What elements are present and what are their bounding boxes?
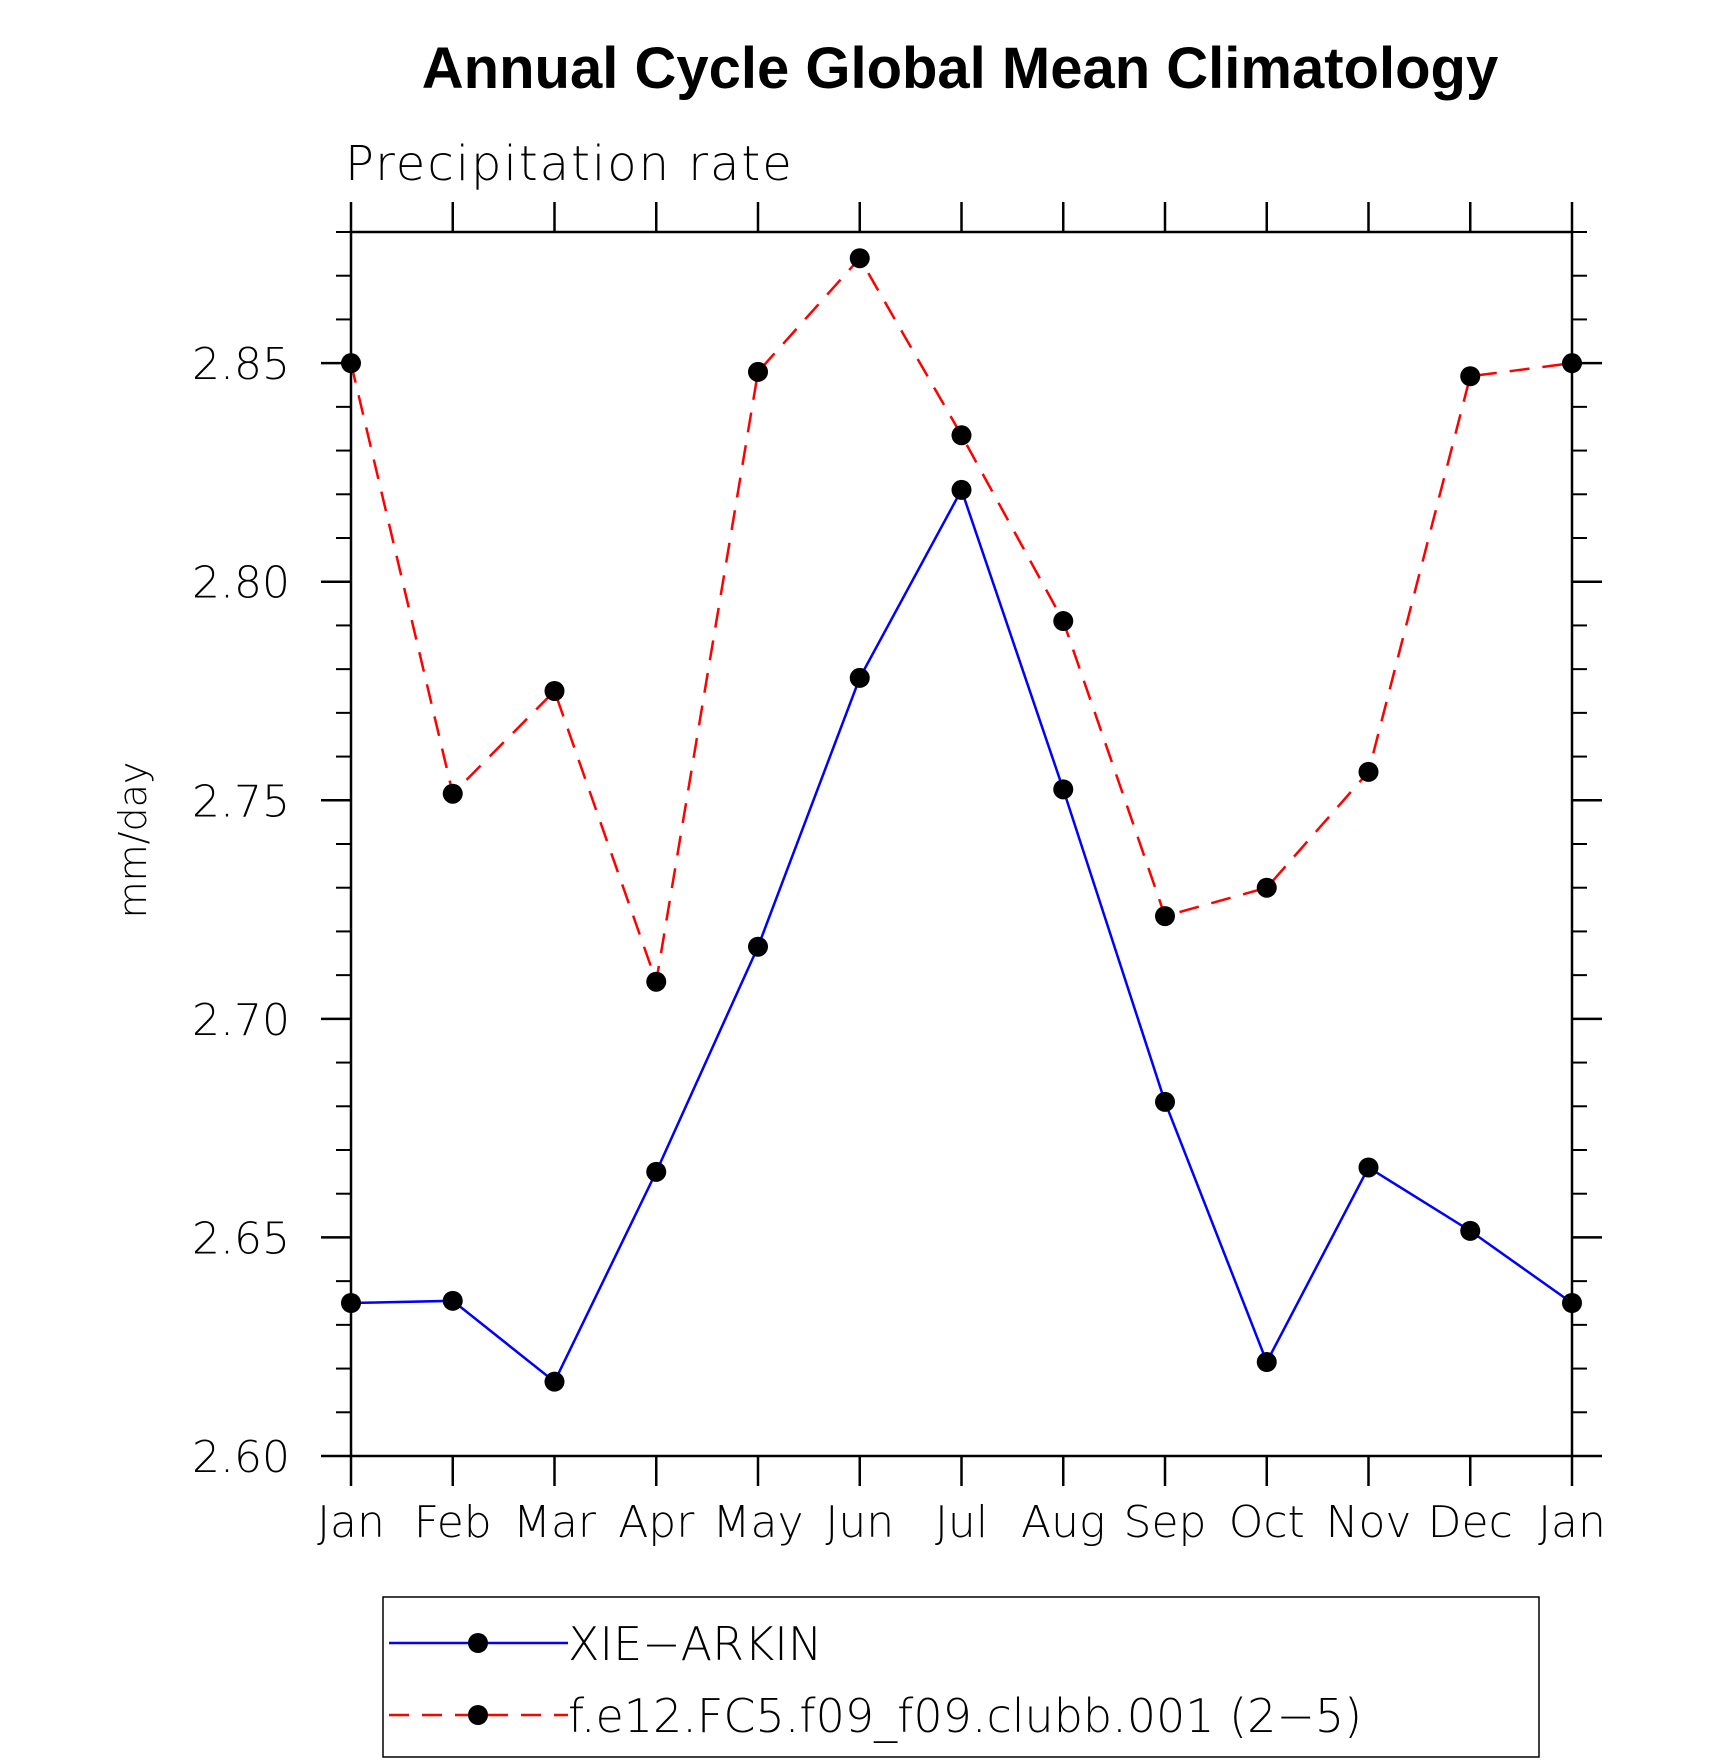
series-0-point [646,1161,667,1182]
chart-subtitle: Precipitation rate [345,136,794,192]
x-tick-label: Jul [935,1497,988,1548]
y-axis-label: mm/day [111,762,155,919]
legend-label-clubb: f.e12.FC5.f09_f09.clubb.001 (2−5) [568,1689,1362,1743]
series-1-point [748,361,768,382]
series-0-point [849,667,870,688]
x-tick-label: Dec [1428,1497,1513,1548]
series-0-point [1053,779,1074,800]
legend-label-xie-arkin: XIE−ARKIN [568,1617,822,1671]
y-tick-label: 2.80 [192,558,290,609]
series-markers [341,248,1582,1392]
x-tick-label: Apr [618,1497,695,1548]
x-tick-label: Sep [1124,1497,1207,1548]
series-0-point [1460,1220,1481,1241]
x-tick-label: Oct [1229,1497,1305,1548]
legend: XIE−ARKIN f.e12.FC5.f09_f09.clubb.001 (2… [382,1596,1540,1758]
series-0-point [748,936,768,957]
chart-title: Annual Cycle Global Mean Climatology [422,36,1498,101]
series-1-point [849,248,870,269]
series-1-point [1562,353,1582,374]
x-axis-ticks: Jan Feb Mar Apr May Jun Jul Aug Sep Oct Nov Dec Jan [317,202,1606,1548]
plot-frame [349,230,1574,1458]
x-tick-label: Jun [825,1497,894,1548]
legend-marker-clubb [468,1705,488,1725]
x-tick-label: Aug [1021,1497,1105,1548]
series-1-point [341,353,361,374]
series-0-point [1562,1293,1582,1313]
series-line-0 [350,486,1573,1384]
series-1-point [544,681,565,701]
plot-area: Jan Feb Mar Apr May Jun Jul Aug Sep Oct Nov Dec Jan … [192,202,1606,1548]
series-0-point [544,1371,565,1392]
series-1-point [1358,761,1379,782]
y-tick-label: 2.60 [192,1432,290,1483]
x-tick-label: Mar [513,1497,597,1548]
series-1-point [1155,906,1175,927]
series-0-point [1358,1157,1379,1178]
y-tick-label: 2.85 [192,339,290,390]
y-axis-ticks: 2.60 2.65 2.70 2.75 2.80 2.85 [192,231,1602,1483]
series-line-1 [349,256,1573,983]
series-1-point [646,971,667,992]
legend-frame [382,1596,1540,1758]
series-1-point [1053,611,1074,632]
x-tick-label: Jan [1538,1497,1606,1548]
series-0-point [341,1293,361,1313]
x-tick-label: May [713,1497,804,1548]
x-tick-label: Nov [1326,1497,1412,1548]
y-tick-label: 2.75 [192,776,290,827]
x-tick-label: Jan [317,1497,385,1548]
series-1-point [1460,366,1481,387]
series-1-point [1256,877,1277,898]
legend-marker-xie-arkin [468,1633,488,1653]
y-tick-label: 2.70 [192,995,290,1046]
series-0-point [1256,1352,1277,1373]
series-0-point [442,1290,463,1311]
y-tick-label: 2.65 [192,1213,290,1264]
series-1-point [442,783,463,804]
series-0-point [951,479,972,500]
series-0-point [1155,1091,1175,1112]
x-tick-label: Feb [414,1497,492,1548]
series-1-point [951,425,972,446]
